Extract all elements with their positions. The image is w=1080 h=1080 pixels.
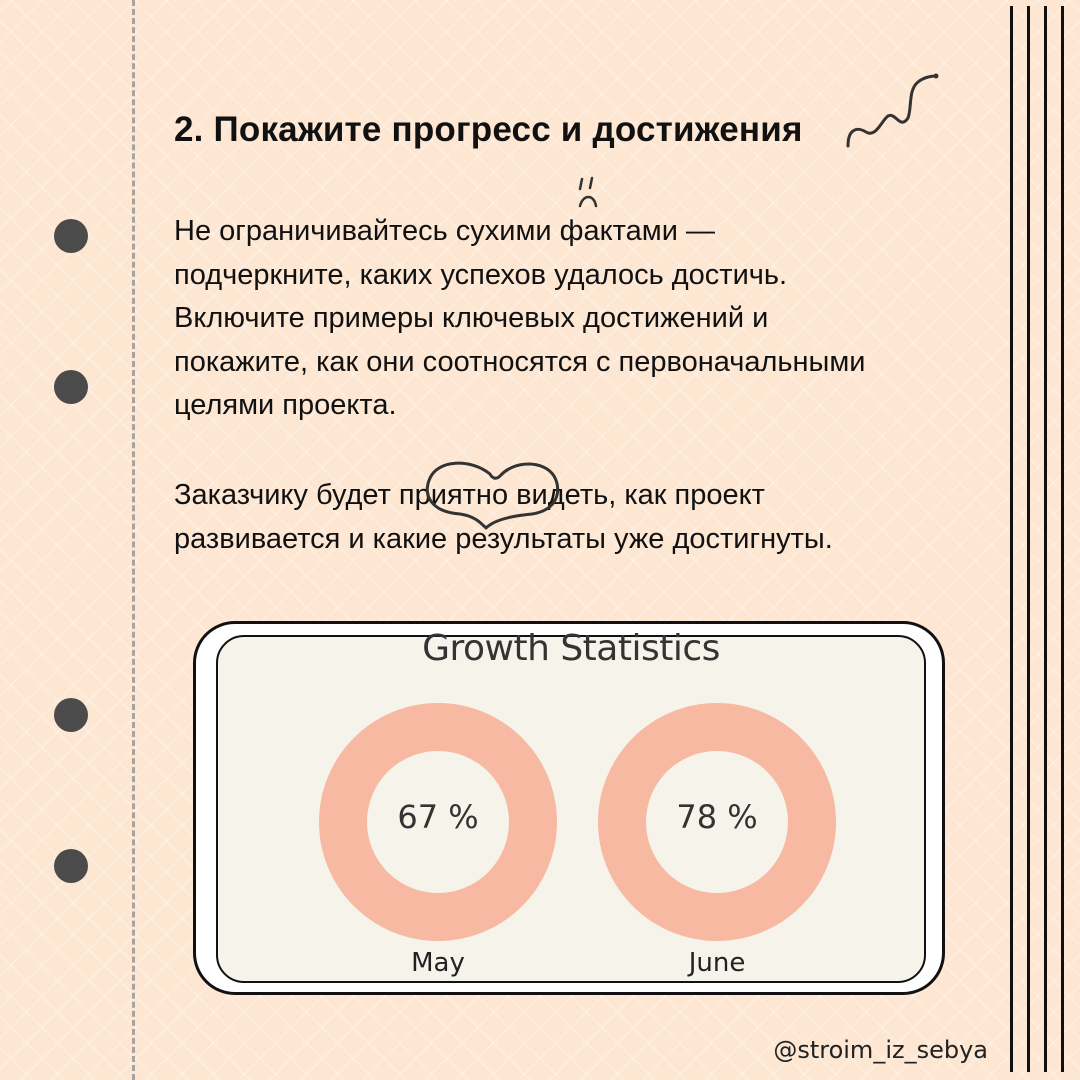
page-title: 2. Покажите прогресс и достижения <box>174 110 803 149</box>
sad-face-doodle-icon <box>578 176 598 208</box>
notebook-margin-line <box>132 0 135 1080</box>
squiggle-doodle-icon <box>846 73 939 148</box>
binder-hole <box>54 849 88 883</box>
binder-hole <box>54 370 88 404</box>
donut-label-may: 67 % <box>397 798 479 836</box>
donut-chart-june: 78 % <box>597 702 837 942</box>
binder-hole <box>54 698 88 732</box>
binder-hole <box>54 219 88 253</box>
chart-title: Growth Statistics <box>422 628 720 669</box>
month-label-june: June <box>688 948 746 978</box>
month-label-may: May <box>411 948 465 978</box>
donut-chart-may: 67 % <box>318 702 558 942</box>
donut-track <box>319 703 557 941</box>
donut-track <box>598 703 836 941</box>
body-paragraph-2: Заказчику будет приятно видеть, как прое… <box>174 479 833 555</box>
body-paragraph-1: Не ограничивайтесь сухими фактами — подч… <box>174 215 866 421</box>
donut-label-june: 78 % <box>676 798 758 836</box>
author-handle: @stroim_iz_sebya <box>773 1036 988 1064</box>
heart-outline-doodle-icon <box>425 461 560 530</box>
right-edge-lines <box>1010 6 1064 1072</box>
